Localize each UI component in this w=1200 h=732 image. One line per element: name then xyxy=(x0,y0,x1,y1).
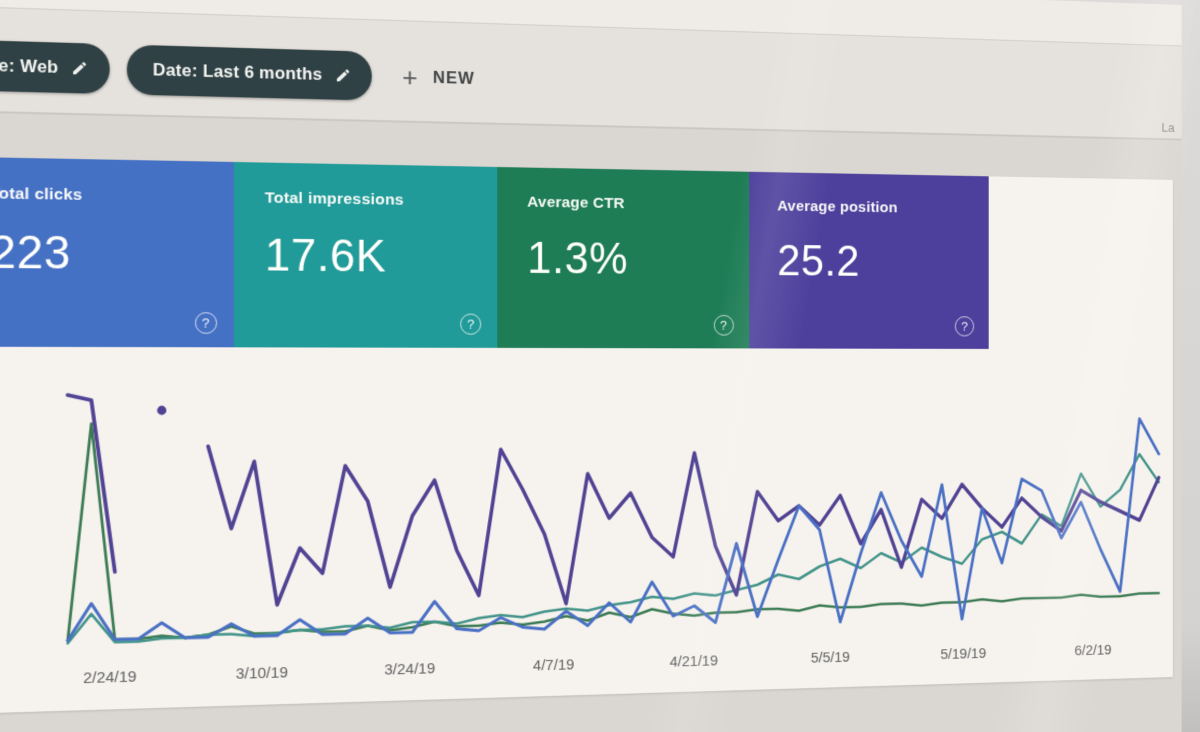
performance-chart xyxy=(61,374,1164,655)
screen-photo: type: Web Date: Last 6 months + NEW La xyxy=(0,0,1200,732)
metric-cards-row: Total clicks 223 ? Total impressions 17.… xyxy=(0,157,989,349)
metric-label: Average CTR xyxy=(527,194,724,215)
new-filter-label: NEW xyxy=(433,68,475,88)
help-icon[interactable]: ? xyxy=(713,315,733,336)
performance-chart-area: 2/24/19 3/10/19 3/24/19 4/7/19 4/21/19 5/5/19… xyxy=(61,374,1164,706)
metric-label: Total clicks xyxy=(0,185,206,207)
metric-label: Total impressions xyxy=(265,189,471,211)
chart-line-total-impressions xyxy=(68,454,1159,643)
metric-card-total-impressions[interactable]: Total impressions 17.6K ? xyxy=(233,162,497,348)
x-axis-tick-label: 5/5/19 xyxy=(811,649,850,667)
x-axis-tick-label: 3/24/19 xyxy=(384,660,435,679)
search-console-screen: type: Web Date: Last 6 months + NEW La xyxy=(0,0,1182,732)
edit-pencil-icon[interactable] xyxy=(71,60,88,77)
metric-value: 1.3% xyxy=(527,234,724,286)
metric-card-average-position[interactable]: Average position 25.2 ? xyxy=(749,172,989,349)
x-axis-tick-label: 5/19/19 xyxy=(940,645,986,663)
x-axis-tick-label: 4/7/19 xyxy=(533,656,574,674)
x-axis-tick-label: 2/24/19 xyxy=(83,668,137,687)
filter-chip-label: type: Web xyxy=(0,55,58,77)
new-filter-button[interactable]: + NEW xyxy=(402,64,474,92)
x-axis-tick-label: 6/2/19 xyxy=(1074,642,1111,659)
chart-line-average-position xyxy=(68,395,115,573)
filter-chip-label: Date: Last 6 months xyxy=(153,60,322,84)
metric-value: 17.6K xyxy=(265,230,471,283)
metric-value: 223 xyxy=(0,227,206,281)
metric-card-average-ctr[interactable]: Average CTR 1.3% ? xyxy=(497,167,748,348)
x-axis-tick-label: 4/21/19 xyxy=(670,652,718,670)
last-updated-partial-text: La xyxy=(1161,120,1174,134)
filter-chip-date-range[interactable]: Date: Last 6 months xyxy=(127,45,371,101)
help-icon[interactable]: ? xyxy=(194,312,216,334)
main-content: Total clicks 223 ? Total impressions 17.… xyxy=(0,112,1182,732)
metric-label: Average position xyxy=(777,198,965,218)
chart-line-average-position xyxy=(208,440,1159,612)
performance-panel: Total clicks 223 ? Total impressions 17.… xyxy=(0,157,1173,714)
filter-chip-search-type[interactable]: type: Web xyxy=(0,39,110,94)
metric-card-total-clicks[interactable]: Total clicks 223 ? xyxy=(0,157,233,348)
plus-icon: + xyxy=(402,64,418,91)
chart-point-average-position xyxy=(157,406,166,415)
edit-pencil-icon[interactable] xyxy=(335,67,351,84)
metric-value: 25.2 xyxy=(777,237,965,287)
x-axis-tick-label: 3/10/19 xyxy=(236,664,288,683)
help-icon[interactable]: ? xyxy=(460,314,481,335)
help-icon[interactable]: ? xyxy=(955,316,974,336)
